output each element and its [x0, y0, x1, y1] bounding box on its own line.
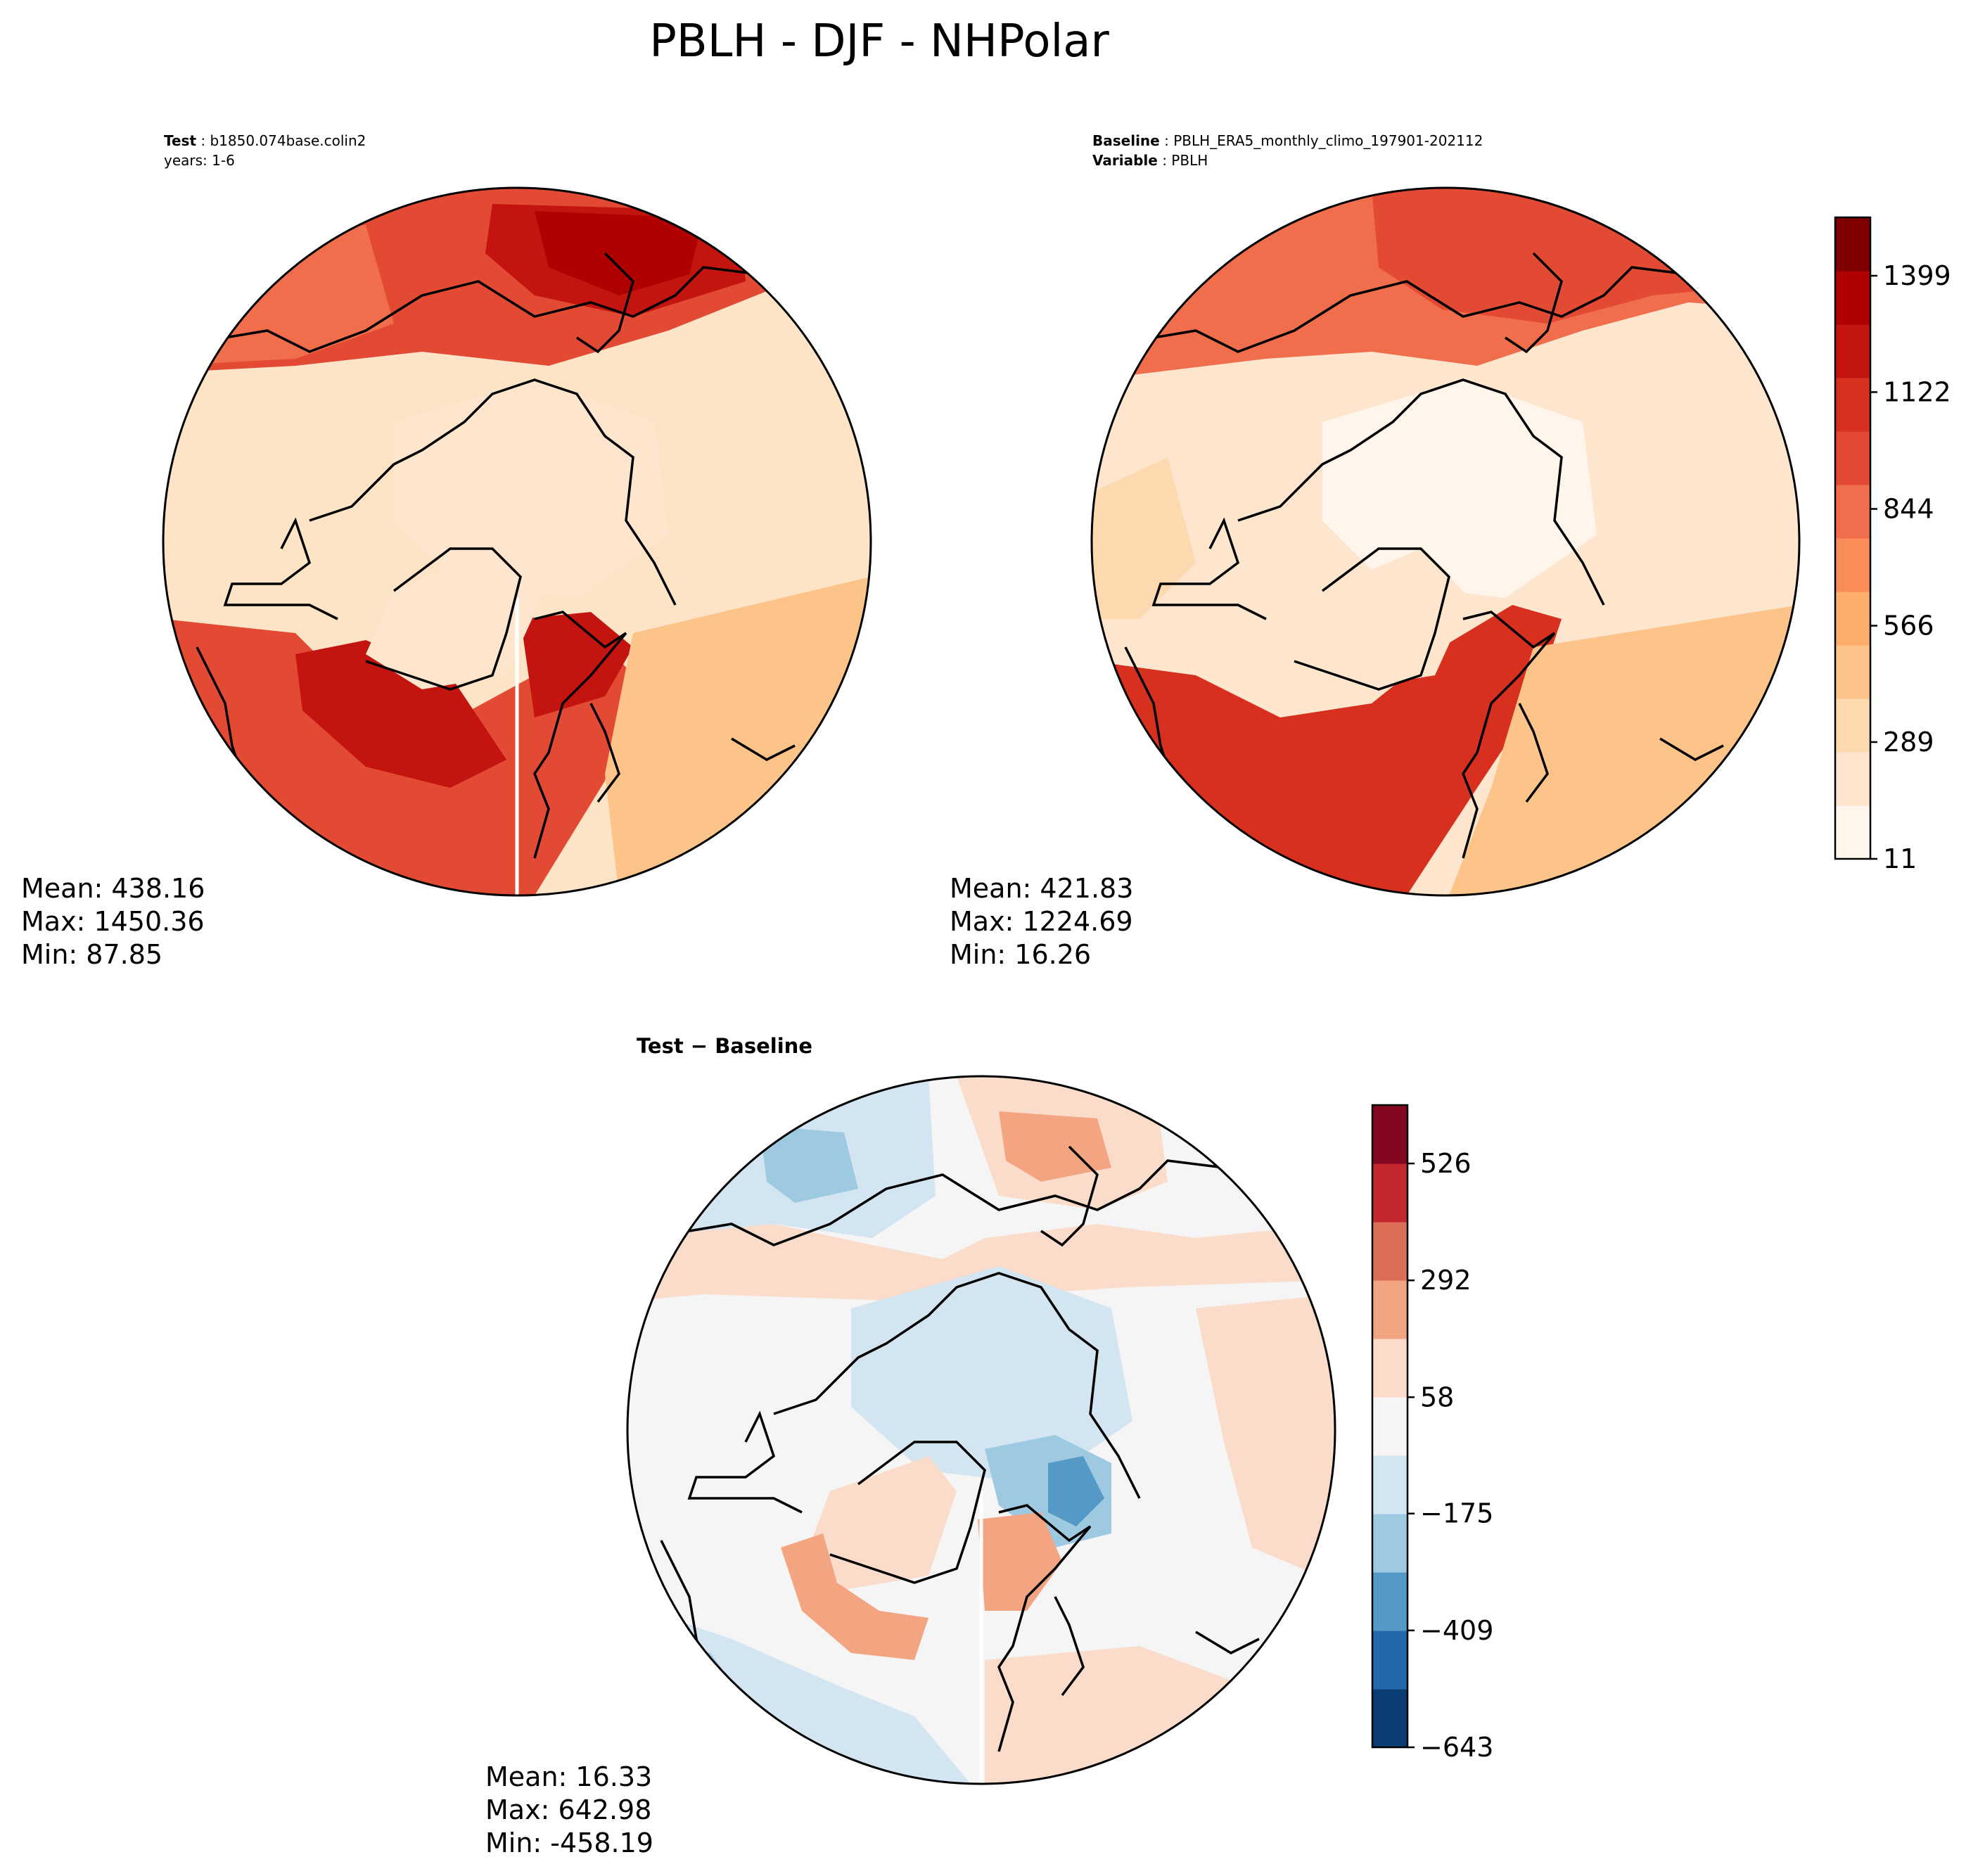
- colorbar-baseline-swatch: [1835, 217, 1870, 272]
- map-difference-field-north-red2: [999, 1111, 1111, 1182]
- map-difference-field-nw-blue2: [760, 1125, 858, 1203]
- panel-baseline-header-line1: Baseline : PBLH_ERA5_monthly_climo_19790…: [1092, 132, 1483, 149]
- map-test-field-arctic: [394, 380, 668, 598]
- colorbar-baseline-swatch: [1835, 645, 1870, 699]
- map-difference-field-barents-dark: [1048, 1456, 1104, 1526]
- colorbar-baseline-frame: [1834, 216, 1872, 860]
- panel-baseline-header-sep2: :: [1158, 152, 1171, 169]
- panel-baseline: Baseline : PBLH_ERA5_monthly_climo_19790…: [950, 132, 1951, 970]
- map-test-field-greenland: [366, 549, 542, 689]
- panel-baseline-header-value2: PBLH: [1171, 152, 1208, 169]
- map-baseline-field-greenland: [1294, 549, 1470, 689]
- colorbar-difference-swatch: [1372, 1163, 1408, 1223]
- panel-baseline-header-line2: Variable : PBLH: [1092, 152, 1208, 169]
- colorbar-baseline-swatch: [1835, 592, 1870, 646]
- panel-test-stat-mean: Mean: 438.16: [21, 873, 205, 904]
- colorbar-difference-swatch: [1372, 1455, 1408, 1514]
- map-baseline-boundary: [1090, 186, 1801, 897]
- map-baseline-field-ring: [1092, 457, 1196, 619]
- map-difference: [627, 1076, 1335, 1784]
- colorbar-difference-tick-label: 58: [1420, 1382, 1454, 1412]
- colorbar-baseline-swatch: [1835, 805, 1870, 860]
- colorbar-baseline-tick-label: 844: [1883, 493, 1934, 524]
- colorbar-difference-tick-label: −409: [1420, 1615, 1493, 1646]
- colorbar-difference-swatch: [1372, 1689, 1408, 1748]
- panel-baseline-stat-min: Min: 16.26: [950, 939, 1091, 970]
- panel-difference-stat-max: Max: 642.98: [485, 1794, 651, 1825]
- map-baseline: [1092, 188, 1799, 895]
- colorbar-difference-swatch: [1372, 1280, 1408, 1339]
- colorbar-baseline-swatch: [1835, 698, 1870, 753]
- colorbar-baseline-tick-label: 566: [1883, 611, 1934, 642]
- map-difference-field-east-red: [1196, 1294, 1335, 1583]
- colorbar-baseline-swatch: [1835, 431, 1870, 485]
- colorbar-difference-tick-label: 526: [1420, 1148, 1472, 1179]
- colorbar-baseline-swatch: [1835, 752, 1870, 806]
- colorbar-difference: −643 −409 −175 58 292 526: [1371, 1104, 1493, 1763]
- panel-baseline-header-key1: Baseline: [1092, 132, 1160, 149]
- panel-baseline-header-key2: Variable: [1092, 152, 1158, 169]
- map-baseline-coastlines: [1124, 252, 1724, 859]
- colorbar-difference-frame: [1371, 1104, 1409, 1749]
- colorbar-baseline-swatch: [1835, 378, 1870, 432]
- colorbar-baseline-tick-label: 1399: [1883, 260, 1951, 291]
- panel-baseline-stat-max: Max: 1224.69: [950, 906, 1133, 937]
- map-baseline-field-arctic: [1322, 380, 1597, 598]
- map-difference-field-se-red: [985, 1646, 1335, 1784]
- panel-test: Test : b1850.074base.colin2 years: 1-6: [21, 132, 872, 970]
- panel-baseline-header-sep1: :: [1160, 132, 1173, 149]
- colorbar-baseline-swatch: [1835, 485, 1870, 539]
- panel-difference-title: Test − Baseline: [637, 1034, 812, 1058]
- panel-test-header-line2: years: 1-6: [164, 152, 235, 169]
- map-test-field-norwegian: [521, 612, 633, 717]
- colorbar-difference-tick-label: −175: [1420, 1498, 1493, 1529]
- colorbar-difference-swatch: [1372, 1397, 1408, 1456]
- map-test: [163, 188, 871, 895]
- colorbar-baseline-swatch: [1835, 271, 1870, 325]
- panel-difference-stat-min: Min: -458.19: [485, 1827, 653, 1858]
- map-test-field-atlantic-max: [295, 640, 506, 788]
- colorbar-baseline-swatch: [1835, 538, 1870, 592]
- colorbar-baseline-tick-label: 289: [1883, 727, 1934, 758]
- panel-test-header-value: b1850.074base.colin2: [210, 132, 366, 149]
- map-test-field-max-north: [535, 211, 703, 295]
- map-difference-field-norwegian-pos: [978, 1512, 1062, 1611]
- colorbar-difference-swatch: [1372, 1514, 1408, 1573]
- panel-difference: Test − Baseline: [485, 1034, 1493, 1858]
- panel-test-header-sep: :: [196, 132, 210, 149]
- colorbar-difference-tick-label: 292: [1420, 1265, 1472, 1296]
- colorbar-baseline-swatch: [1835, 324, 1870, 378]
- colorbar-difference-swatch: [1372, 1339, 1408, 1398]
- map-difference-field-band: [627, 1224, 1335, 1301]
- panel-baseline-stats: Mean: 421.83 Max: 1224.69 Min: 16.26: [950, 873, 1133, 970]
- colorbar-baseline-tick-label: 11: [1883, 843, 1917, 874]
- panel-difference-stat-mean: Mean: 16.33: [485, 1761, 652, 1792]
- map-difference-boundary: [626, 1075, 1336, 1785]
- panel-test-header-key: Test: [164, 132, 196, 149]
- colorbar-difference-swatch: [1372, 1222, 1408, 1281]
- panel-test-stats: Mean: 438.16 Max: 1450.36 Min: 87.85: [21, 873, 205, 970]
- panel-test-stat-min: Min: 87.85: [21, 939, 162, 970]
- colorbar-difference-tick-label: −643: [1420, 1732, 1493, 1763]
- map-test-coastlines: [196, 252, 796, 859]
- map-difference-coastlines: [660, 1145, 1260, 1752]
- map-difference-field-greenland-pos: [809, 1456, 957, 1590]
- map-difference-field-atlantic-pos: [781, 1533, 928, 1660]
- colorbar-baseline-tick-label: 1122: [1883, 376, 1951, 407]
- colorbar-difference-swatch: [1372, 1631, 1408, 1690]
- panel-difference-stats: Mean: 16.33 Max: 642.98 Min: -458.19: [485, 1761, 653, 1858]
- map-test-boundary: [162, 186, 872, 897]
- colorbar-difference-swatch: [1372, 1105, 1408, 1164]
- panel-test-header-line1: Test : b1850.074base.colin2: [164, 132, 366, 149]
- figure-title: PBLH - DJF - NHPolar: [649, 15, 1109, 68]
- panel-baseline-stat-mean: Mean: 421.83: [950, 873, 1133, 904]
- colorbar-baseline: 11 289 566 844 1122 1399: [1834, 216, 1951, 874]
- panel-baseline-header-value1: PBLH_ERA5_monthly_climo_197901-202112: [1173, 132, 1483, 149]
- colorbar-difference-swatch: [1372, 1572, 1408, 1631]
- panel-test-stat-max: Max: 1450.36: [21, 906, 205, 937]
